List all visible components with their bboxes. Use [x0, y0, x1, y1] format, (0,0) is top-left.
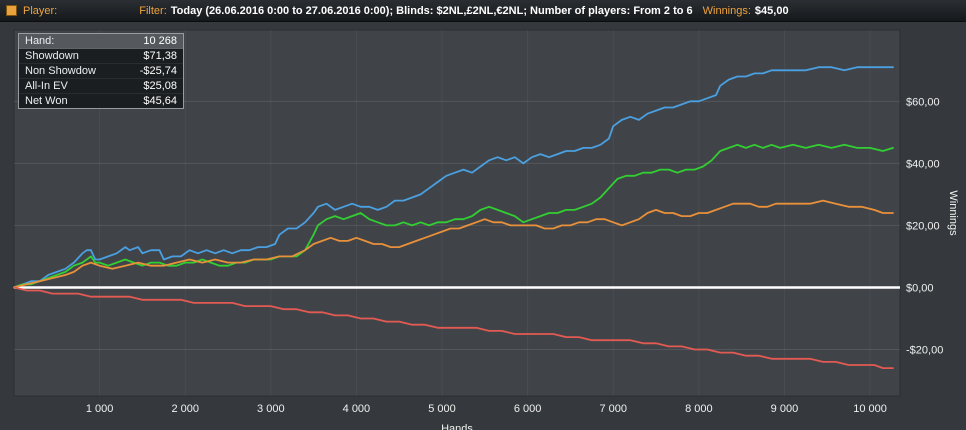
x-tick-label: 1 000 — [86, 403, 114, 415]
x-tick-label: 9 000 — [771, 403, 799, 415]
legend-row: All-In EV $25,08 — [19, 79, 183, 94]
y-tick-label: -$20,00 — [906, 344, 943, 356]
x-tick-label: 4 000 — [343, 403, 371, 415]
series-line-all-in-ev — [13, 199, 894, 289]
x-tick-label: 5 000 — [428, 403, 456, 415]
legend-row-label: Net Won — [25, 95, 68, 107]
y-tick-label: $60,00 — [906, 96, 940, 108]
legend-row-value: -$25,74 — [139, 65, 177, 77]
winnings-label: Winnings: — [702, 4, 751, 17]
filter-bar: Player: Filter: Today (26.06.2016 0:00 t… — [0, 0, 966, 22]
x-axis-title: Hands — [441, 423, 473, 430]
legend-row-value: $71,38 — [143, 50, 177, 62]
legend-row: Hand: 10 268 — [19, 34, 183, 49]
filter-label: Filter: — [139, 4, 167, 17]
y-axis-title: Winnings — [947, 190, 959, 236]
y-tick-label: $20,00 — [906, 220, 940, 232]
series-line-non-showdown — [13, 286, 894, 370]
x-tick-label: 10 000 — [853, 403, 887, 415]
legend-row: Net Won $45,64 — [19, 94, 183, 108]
legend-row-value: $25,08 — [143, 80, 177, 92]
x-tick-label: 8 000 — [685, 403, 713, 415]
legend-row-label: Hand: — [25, 35, 55, 47]
legend-row-value: $45,64 — [143, 95, 177, 107]
legend-row: Showdown $71,38 — [19, 49, 183, 64]
player-label: Player: — [23, 4, 58, 17]
x-tick-label: 6 000 — [514, 403, 542, 415]
series-line-showdown — [13, 66, 894, 289]
x-tick-label: 3 000 — [257, 403, 285, 415]
legend-row-value: 10 268 — [143, 35, 177, 47]
legend-row-label: Showdown — [25, 50, 79, 62]
series-line-net-won — [13, 143, 894, 289]
x-tick-label: 2 000 — [171, 403, 199, 415]
y-tick-label: $40,00 — [906, 158, 940, 170]
winnings-value: $45,00 — [754, 4, 789, 17]
y-tick-label: $0,00 — [906, 282, 934, 294]
stats-legend: Hand: 10 268 Showdown $71,38 Non Showdow -$25… — [18, 33, 184, 109]
x-tick-label: 7 000 — [599, 403, 627, 415]
legend-row-label: All-In EV — [25, 80, 68, 92]
app-icon — [6, 5, 17, 16]
legend-row: Non Showdow -$25,74 — [19, 64, 183, 79]
legend-row-label: Non Showdow — [25, 65, 96, 77]
filter-text[interactable]: Today (26.06.2016 0:00 to 27.06.2016 0:0… — [170, 4, 693, 17]
